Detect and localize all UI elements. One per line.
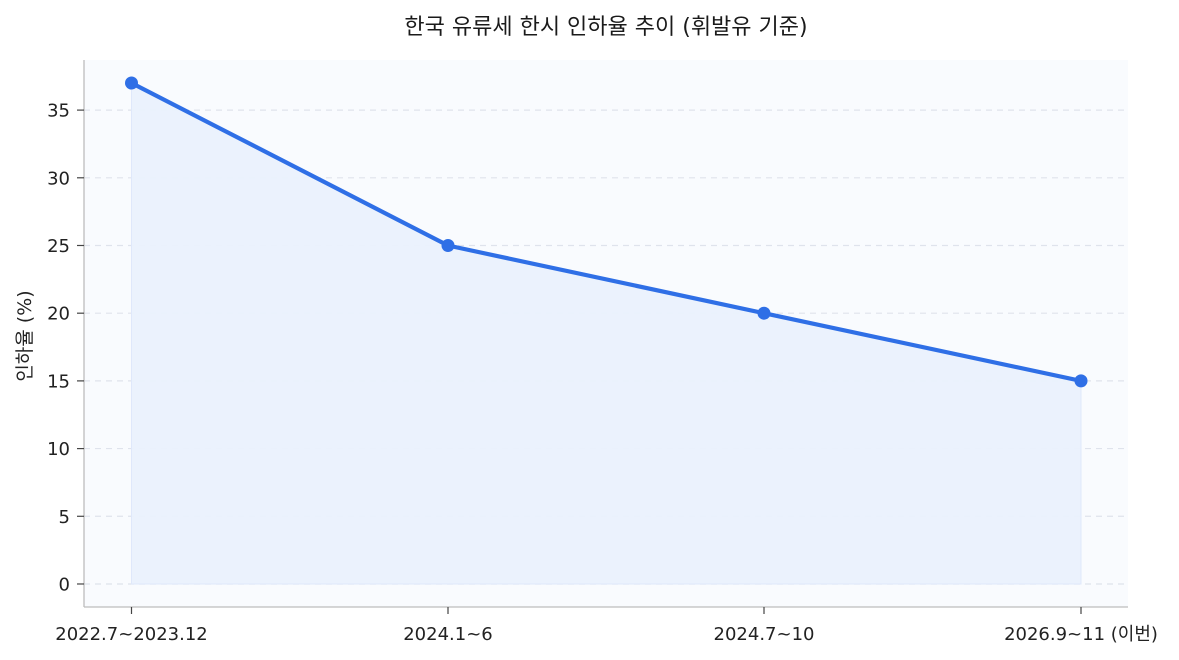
x-tick-label-2: 2024.1~6 <box>403 624 493 645</box>
series-line <box>129 80 1084 383</box>
y-tick-label-5: 5 <box>59 507 70 528</box>
x-tick-label-1: 2022.7~2023.12 <box>55 624 208 645</box>
y-tick-label-10: 10 <box>47 439 70 460</box>
x-tick-label-4: 2026.9~11 (이번) <box>1004 624 1158 645</box>
y-tick-label-25: 25 <box>47 236 70 257</box>
x-axis-ticks: 2022.7~2023.12 2024.1~6 2024.7~10 2026.9~11… <box>55 607 1158 645</box>
data-point-2 <box>441 238 455 252</box>
y-axis-ticks: 0 5 10 15 20 25 30 35 <box>47 101 84 595</box>
data-point-3 <box>757 306 771 320</box>
x-tick-label-3: 2024.7~10 <box>714 624 815 645</box>
data-point-1 <box>125 76 138 90</box>
y-axis-label: 인하율 (%) <box>14 290 36 381</box>
chart-title: 한국 유류세 한시 인하율 추이 (휘발유 기준) <box>404 15 807 40</box>
y-tick-label-35: 35 <box>47 101 70 122</box>
y-tick-label-30: 30 <box>47 168 70 189</box>
y-tick-label-0: 0 <box>59 574 70 595</box>
data-markers <box>125 76 1088 388</box>
data-point-4 <box>1074 374 1088 388</box>
y-tick-label-20: 20 <box>47 304 70 325</box>
y-tick-label-15: 15 <box>47 371 70 392</box>
